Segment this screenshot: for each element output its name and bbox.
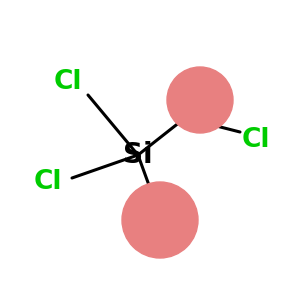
Text: Si: Si [123,141,153,169]
Circle shape [167,67,233,133]
Circle shape [122,182,198,258]
Text: Cl: Cl [54,69,82,95]
Text: Cl: Cl [34,169,62,195]
Text: Cl: Cl [242,127,270,153]
